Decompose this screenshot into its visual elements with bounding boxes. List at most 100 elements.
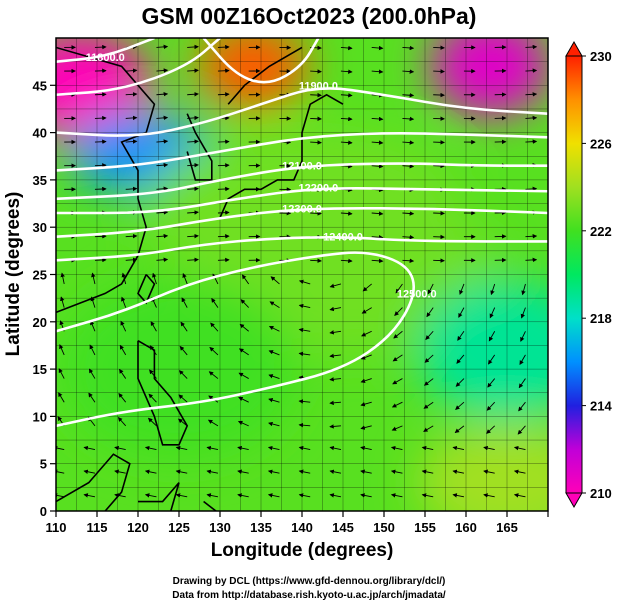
wind-arrow bbox=[268, 421, 280, 427]
wind-arrow bbox=[156, 257, 169, 262]
wind-arrow bbox=[490, 283, 496, 296]
wind-arrow bbox=[298, 422, 311, 428]
wind-arrow bbox=[267, 445, 280, 451]
wind-arrow bbox=[144, 493, 157, 498]
wind-arrow bbox=[217, 92, 230, 97]
wind-arrow bbox=[517, 425, 526, 435]
x-tick-label: 125 bbox=[168, 520, 190, 535]
wind-arrow bbox=[152, 272, 157, 285]
wind-arrow bbox=[329, 353, 342, 359]
wind-arrow bbox=[125, 68, 138, 73]
wind-arrow bbox=[360, 378, 372, 383]
wind-arrow bbox=[486, 425, 496, 434]
wind-arrow bbox=[156, 68, 169, 73]
wind-arrow bbox=[298, 327, 311, 333]
wind-arrow bbox=[483, 493, 495, 498]
contour-label: 11900.0 bbox=[299, 80, 338, 92]
field-region-yellow-green bbox=[417, 422, 548, 511]
colorbar-tick-label: 218 bbox=[590, 311, 612, 326]
wind-arrow bbox=[178, 370, 188, 379]
coastline-segment bbox=[227, 46, 303, 105]
x-axis-label: Longitude (degrees) bbox=[211, 540, 394, 561]
wind-arrow bbox=[217, 257, 230, 263]
wind-arrow bbox=[156, 44, 169, 50]
wind-arrow bbox=[206, 493, 219, 498]
credit-data: Data from http://database.rish.kyoto-u.a… bbox=[172, 590, 446, 601]
wind-arrow bbox=[121, 272, 127, 285]
wind-arrow bbox=[329, 445, 342, 451]
contour-label: 12200.0 bbox=[299, 182, 339, 194]
wind-arrow bbox=[179, 345, 188, 356]
wind-arrow bbox=[298, 351, 311, 357]
wind-arrow bbox=[298, 469, 311, 474]
wind-arrow bbox=[187, 91, 199, 97]
wind-arrow bbox=[238, 396, 249, 403]
wind-arrow bbox=[329, 469, 342, 474]
colorbar: 210 214 218 222 226 230 bbox=[565, 40, 612, 509]
wind-arrow bbox=[56, 445, 65, 451]
wind-arrow bbox=[206, 445, 219, 451]
wind-arrow bbox=[392, 378, 403, 385]
y-tick-label: 30 bbox=[33, 220, 47, 235]
wind-arrow bbox=[125, 257, 138, 263]
contour-line bbox=[56, 162, 548, 201]
contour-label: 12500.0 bbox=[397, 288, 437, 300]
wind-arrow bbox=[421, 493, 434, 498]
wind-arrow bbox=[488, 331, 496, 342]
wind-arrow bbox=[125, 233, 138, 239]
wind-arrow bbox=[488, 354, 496, 365]
wind-arrow bbox=[423, 401, 434, 409]
wind-arrow bbox=[423, 425, 434, 432]
wind-arrow bbox=[240, 299, 250, 308]
wind-arrow bbox=[371, 116, 384, 122]
wind-arrow bbox=[457, 331, 465, 341]
wind-arrow bbox=[360, 401, 372, 407]
wind-arrow bbox=[175, 469, 188, 474]
wind-arrow bbox=[90, 320, 96, 332]
wind-arrow bbox=[187, 139, 199, 144]
wind-arrow bbox=[181, 297, 188, 308]
wind-arrow bbox=[144, 469, 157, 474]
wind-arrow bbox=[269, 301, 280, 308]
wind-arrow bbox=[187, 210, 199, 215]
wind-arrow bbox=[238, 348, 249, 356]
wind-arrow bbox=[310, 211, 322, 216]
wind-arrow bbox=[390, 445, 403, 451]
wind-arrow bbox=[421, 469, 434, 474]
wind-arrow bbox=[525, 186, 538, 192]
wind-arrow bbox=[56, 493, 65, 498]
wind-arrow bbox=[402, 234, 415, 240]
wind-arrow bbox=[340, 93, 353, 98]
wind-arrow bbox=[178, 394, 188, 403]
wind-arrow bbox=[391, 401, 403, 408]
contour-label: 11800.0 bbox=[86, 52, 125, 64]
wind-arrow bbox=[268, 325, 280, 332]
wind-arrow bbox=[180, 321, 188, 332]
x-tick-label: 135 bbox=[250, 520, 272, 535]
wind-arrow bbox=[237, 469, 249, 474]
wind-arrow bbox=[310, 140, 322, 145]
x-axis: 110 115 120 125 130 135 140 145 150 155 160 165 bbox=[46, 511, 549, 535]
wind-arrow bbox=[483, 445, 495, 451]
wind-arrow bbox=[310, 116, 322, 122]
wind-arrow bbox=[310, 258, 322, 263]
contour-label: 12300.0 bbox=[282, 203, 322, 215]
y-tick-label: 35 bbox=[33, 173, 47, 188]
wind-arrow bbox=[88, 392, 96, 403]
wind-arrow bbox=[60, 296, 65, 308]
wind-arrow bbox=[217, 44, 230, 50]
colorbar-tick-label: 230 bbox=[590, 49, 612, 64]
wind-arrow bbox=[241, 274, 250, 285]
wind-arrow bbox=[392, 354, 403, 362]
wind-arrow bbox=[207, 419, 219, 427]
wind-arrow bbox=[156, 91, 169, 97]
wind-arrow bbox=[394, 307, 403, 316]
wind-arrow bbox=[118, 392, 127, 403]
wind-arrow bbox=[513, 493, 526, 498]
coastline-segment bbox=[137, 340, 189, 446]
wind-arrow bbox=[56, 469, 65, 474]
wind-arrow bbox=[144, 445, 157, 451]
wind-arrow bbox=[149, 369, 157, 379]
wind-arrow bbox=[329, 424, 341, 429]
credit-drawing: Drawing by DCL (https://www.gfd-dennou.o… bbox=[173, 576, 446, 587]
